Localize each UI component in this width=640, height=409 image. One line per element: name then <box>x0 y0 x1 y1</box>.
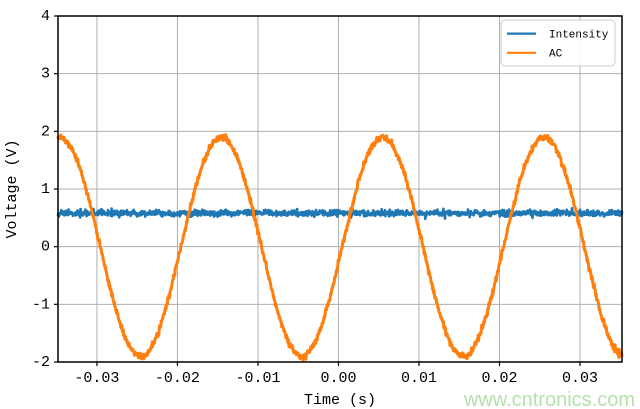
svg-text:1: 1 <box>41 181 50 198</box>
svg-text:Time (s): Time (s) <box>304 392 376 409</box>
svg-text:Intensity: Intensity <box>549 29 609 41</box>
svg-text:0.01: 0.01 <box>401 370 437 387</box>
svg-text:-0.03: -0.03 <box>74 370 119 387</box>
svg-text:-1: -1 <box>32 296 50 313</box>
svg-text:0.00: 0.00 <box>320 370 356 387</box>
svg-text:2: 2 <box>41 123 50 140</box>
svg-text:-2: -2 <box>32 354 50 371</box>
svg-text:0.02: 0.02 <box>481 370 517 387</box>
svg-text:www.cntronics.com: www.cntronics.com <box>463 389 635 409</box>
svg-text:4: 4 <box>41 8 50 25</box>
svg-text:3: 3 <box>41 66 50 83</box>
svg-text:-0.02: -0.02 <box>155 370 200 387</box>
svg-text:0.03: 0.03 <box>562 370 598 387</box>
svg-text:AC: AC <box>549 48 563 60</box>
svg-text:0: 0 <box>41 239 50 256</box>
svg-text:-0.01: -0.01 <box>235 370 280 387</box>
svg-text:Voltage (V): Voltage (V) <box>4 139 21 238</box>
